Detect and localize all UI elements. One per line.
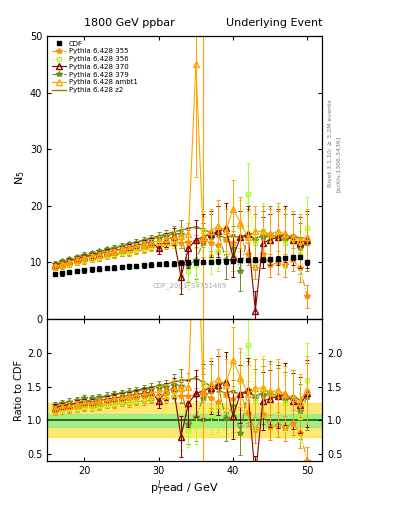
Y-axis label: N$_{5}$: N$_{5}$ <box>13 170 27 185</box>
X-axis label: p$_{T}^{l}$ead / GeV: p$_{T}^{l}$ead / GeV <box>151 478 219 498</box>
Text: [arXiv:1306.3436]: [arXiv:1306.3436] <box>336 136 341 192</box>
Text: 1800 GeV ppbar: 1800 GeV ppbar <box>84 18 175 28</box>
Text: Rivet 3.1.10; ≥ 3.2M events: Rivet 3.1.10; ≥ 3.2M events <box>328 99 333 187</box>
Y-axis label: Ratio to CDF: Ratio to CDF <box>14 359 24 420</box>
Text: Underlying Event: Underlying Event <box>226 18 322 28</box>
Legend: CDF, Pythia 6.428 355, Pythia 6.428 356, Pythia 6.428 370, Pythia 6.428 379, Pyt: CDF, Pythia 6.428 355, Pythia 6.428 356,… <box>51 39 139 95</box>
Text: CDF_2001_S4751469: CDF_2001_S4751469 <box>153 282 228 289</box>
